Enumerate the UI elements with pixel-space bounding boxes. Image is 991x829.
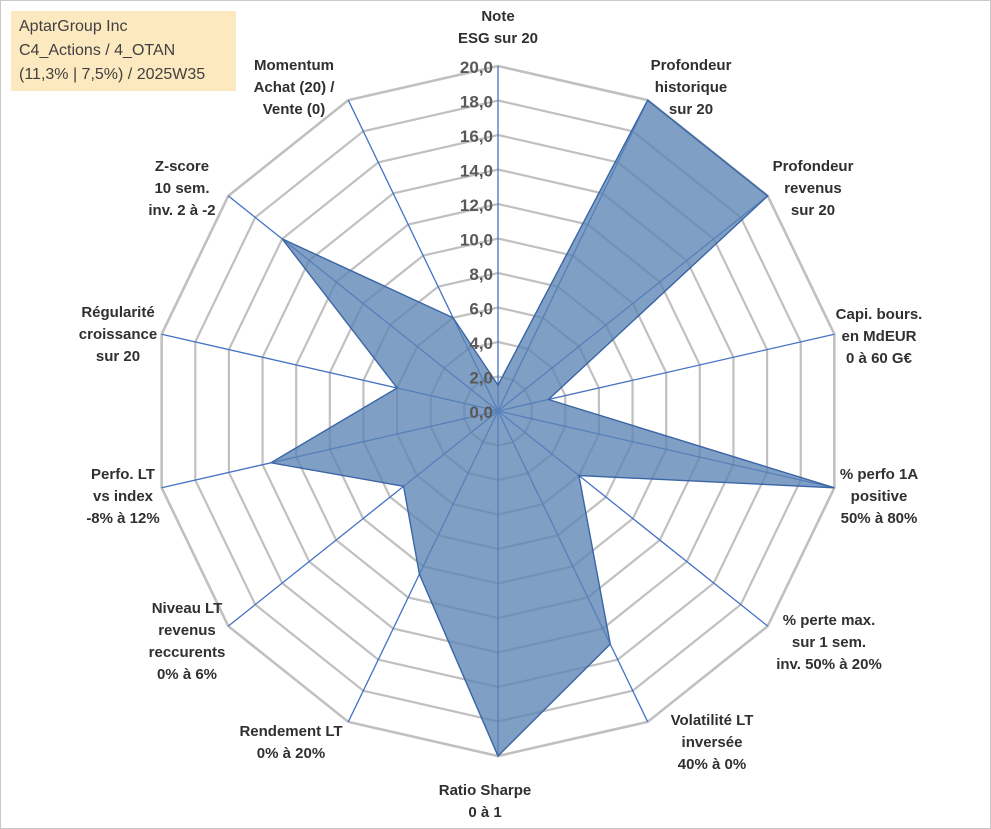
tick-label-4: 8,0: [469, 265, 493, 284]
axis-label-line: % perte max.: [783, 612, 876, 629]
axis-label-line: sur 20: [96, 348, 140, 365]
company-name: AptarGroup Inc: [19, 18, 128, 35]
axis-label-6: Volatilité LT inversée 40% à 0%: [671, 712, 754, 773]
axis-label-line: Volatilité LT: [671, 712, 754, 729]
axis-label-0: Note ESG sur 20: [458, 8, 538, 47]
axis-label-11: Régularité croissance sur 20: [79, 304, 157, 365]
tick-label-6: 12,0: [460, 196, 493, 215]
tick-label-3: 6,0: [469, 300, 493, 319]
axis-label-8: Rendement LT 0% à 20%: [239, 723, 342, 762]
axis-label-line: 0 à 1: [468, 804, 501, 821]
axis-label-line: Note: [481, 8, 514, 25]
axis-label-line: Z-score: [155, 158, 209, 175]
tick-label-1: 2,0: [469, 369, 493, 388]
axis-label-line: 0% à 20%: [257, 745, 325, 762]
axis-label-line: reccurents: [149, 644, 226, 661]
axis-label-line: sur 20: [791, 202, 835, 219]
axis-label-3: Capi. bours. en MdEUR 0 à 60 G€: [836, 306, 923, 367]
tick-label-7: 14,0: [460, 162, 493, 181]
tick-label-5: 10,0: [460, 231, 493, 250]
axis-label-line: sur 20: [669, 101, 713, 118]
axis-label-line: inv. 50% à 20%: [776, 656, 882, 673]
axis-label-line: Niveau LT: [152, 600, 223, 617]
axis-label-line: historique: [655, 79, 728, 96]
axis-label-line: Profondeur: [773, 158, 854, 175]
axis-label-line: -8% à 12%: [86, 510, 159, 527]
axis-label-line: 50% à 80%: [841, 510, 918, 527]
tick-label-8: 16,0: [460, 127, 493, 146]
axis-label-line: 0% à 6%: [157, 666, 217, 683]
axis-label-line: Rendement LT: [239, 723, 342, 740]
radar-tick-labels: 0,0 2,0 4,0 6,0 8,0 10,0 12,0 14,0 16,0 18,0 20,0: [460, 58, 493, 422]
axis-label-line: en MdEUR: [842, 328, 917, 345]
chart-title-box: AptarGroup Inc C4_Actions / 4_OTAN (11,3…: [11, 11, 236, 91]
tick-label-10: 20,0: [460, 58, 493, 77]
radar-axis-labels: Note ESG sur 20 Profondeur historique sur 20…: [79, 8, 923, 821]
axis-label-line: revenus: [784, 180, 842, 197]
axis-label-9: Niveau LT revenus reccurents 0% à 6%: [149, 600, 226, 683]
axis-label-line: Régularité: [81, 304, 154, 321]
tick-label-9: 18,0: [460, 93, 493, 112]
axis-label-10: Perfo. LT vs index -8% à 12%: [86, 466, 159, 527]
axis-label-4: % perfo 1A positive 50% à 80%: [840, 466, 919, 527]
axis-label-line: sur 1 sem.: [792, 634, 866, 651]
tick-label-2: 4,0: [469, 334, 493, 353]
axis-label-7: Ratio Sharpe 0 à 1: [439, 782, 532, 821]
period-label: (11,3% | 7,5%) / 2025W35: [19, 66, 206, 83]
axis-label-2: Profondeur revenus sur 20: [773, 158, 854, 219]
category-label: C4_Actions / 4_OTAN: [19, 42, 176, 59]
axis-label-line: ESG sur 20: [458, 30, 538, 47]
axis-label-line: Capi. bours.: [836, 306, 923, 323]
axis-label-line: Achat (20) /: [254, 79, 336, 96]
axis-label-line: revenus: [158, 622, 216, 639]
axis-label-line: vs index: [93, 488, 154, 505]
axis-label-1: Profondeur historique sur 20: [651, 57, 732, 118]
tick-label-0: 0,0: [469, 403, 493, 422]
axis-label-line: 10 sem.: [154, 180, 209, 197]
axis-label-line: Perfo. LT: [91, 466, 155, 483]
axis-label-line: positive: [851, 488, 908, 505]
axis-label-12: Z-score 10 sem. inv. 2 à -2: [148, 158, 215, 219]
axis-label-13: Momentum Achat (20) / Vente (0): [254, 57, 336, 118]
axis-label-line: Vente (0): [263, 101, 326, 118]
axis-label-line: Profondeur: [651, 57, 732, 74]
axis-label-line: Ratio Sharpe: [439, 782, 532, 799]
axis-label-5: % perte max. sur 1 sem. inv. 50% à 20%: [776, 612, 882, 673]
axis-label-line: 40% à 0%: [678, 756, 746, 773]
axis-label-line: 0 à 60 G€: [846, 350, 913, 367]
axis-label-line: inv. 2 à -2: [148, 202, 215, 219]
axis-label-line: inversée: [682, 734, 743, 751]
axis-label-line: croissance: [79, 326, 157, 343]
axis-spoke-3: [497, 333, 835, 412]
axis-label-line: % perfo 1A: [840, 466, 919, 483]
radar-series: [268, 99, 835, 758]
axis-label-line: Momentum: [254, 57, 334, 74]
series-area-0: [268, 99, 835, 758]
